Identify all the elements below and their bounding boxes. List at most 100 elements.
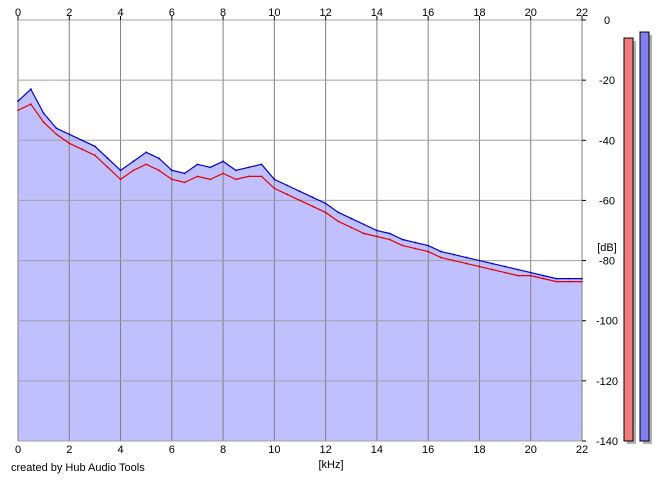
series-point xyxy=(478,265,481,268)
series-point xyxy=(158,157,160,160)
series-point xyxy=(260,175,263,178)
series-point xyxy=(311,196,314,199)
x-tick-label: 14 xyxy=(371,444,383,456)
series-point xyxy=(247,166,250,169)
series-point xyxy=(106,166,109,169)
series-point xyxy=(94,154,96,157)
series-point xyxy=(29,88,32,91)
x-tick-label: 0 xyxy=(15,444,21,456)
x-tick-label: 2 xyxy=(66,7,72,19)
series-point xyxy=(158,169,160,172)
series-point xyxy=(452,253,455,256)
series-point xyxy=(427,250,430,253)
series-point xyxy=(311,205,314,208)
series-point xyxy=(504,265,506,268)
x-tick-label: 18 xyxy=(473,7,485,19)
series-point xyxy=(452,259,455,262)
x-tick-label: 4 xyxy=(117,444,123,456)
series-point xyxy=(68,142,71,145)
series-point xyxy=(119,178,122,181)
series-point xyxy=(555,280,558,283)
x-tick-label: 8 xyxy=(220,444,226,456)
x-tick-label: 14 xyxy=(371,7,383,19)
x-tick-labels: 0 2 4 6 8 10 12 14 16 18 20 22 0 2 4 6 8 10 12 14 16 18 20 22 xyxy=(15,7,588,456)
series-point xyxy=(581,280,583,283)
x-tick-label: 8 xyxy=(220,7,226,19)
series-point xyxy=(170,169,173,172)
series-point xyxy=(260,163,263,166)
x-tick-label: 6 xyxy=(169,7,175,19)
series-point xyxy=(529,271,532,274)
series-point xyxy=(196,163,199,166)
series-point xyxy=(414,247,417,250)
series-point xyxy=(132,160,135,163)
series-point xyxy=(581,277,583,280)
series-point xyxy=(145,163,148,166)
series-point xyxy=(273,187,276,190)
series-point xyxy=(350,217,353,220)
series-point xyxy=(491,268,494,271)
x-tick-label: 20 xyxy=(525,444,537,456)
series-point xyxy=(363,223,365,226)
series-point xyxy=(517,274,519,277)
series-point xyxy=(106,157,109,160)
series-point xyxy=(132,169,135,172)
x-tick-label: 20 xyxy=(525,7,537,19)
series-point xyxy=(29,103,32,106)
series-point xyxy=(401,244,404,247)
series-point xyxy=(324,211,327,214)
grid-lines xyxy=(17,19,583,442)
series-point xyxy=(68,133,71,136)
series-point xyxy=(568,277,571,280)
series-point xyxy=(376,229,378,232)
y-tick-label: -20 xyxy=(599,75,615,87)
x-tick-label: 2 xyxy=(66,444,72,456)
series-point xyxy=(17,100,19,103)
series-point xyxy=(196,175,199,178)
y-axis-label: [dB] xyxy=(597,242,617,254)
series-point xyxy=(222,172,224,175)
series-point xyxy=(401,238,404,241)
x-axis-label: [kHz] xyxy=(318,459,343,471)
series-point xyxy=(427,244,430,247)
series-point xyxy=(350,226,353,229)
series-point xyxy=(235,169,237,172)
x-tick-label: 10 xyxy=(268,7,280,19)
x-tick-label: 12 xyxy=(320,444,332,456)
series-point xyxy=(478,259,481,262)
series-point xyxy=(183,181,186,184)
x-tick-label: 4 xyxy=(117,7,123,19)
x-tick-label: 16 xyxy=(422,444,434,456)
series-point xyxy=(388,232,391,235)
series-point xyxy=(388,238,391,241)
series-point xyxy=(55,133,58,136)
series-point xyxy=(337,211,340,214)
series-point xyxy=(414,241,417,244)
y-tick-label: 0 xyxy=(604,15,610,27)
series-point xyxy=(235,178,237,181)
series-point xyxy=(555,277,558,280)
series-point xyxy=(209,178,212,181)
y-tick-label: -120 xyxy=(596,376,618,388)
series-point xyxy=(465,262,468,265)
series-point xyxy=(440,250,442,253)
series-point xyxy=(568,280,571,283)
series-point xyxy=(222,160,224,163)
y-tick-label: -80 xyxy=(599,256,615,268)
level-meter-bar xyxy=(623,37,634,442)
series-point xyxy=(273,178,276,181)
x-tick-label: 12 xyxy=(320,7,332,19)
series-point xyxy=(440,256,442,259)
series-point xyxy=(145,151,148,154)
series-point xyxy=(542,277,545,280)
y-tick-labels: 0 -20 -40 -60 -80 -100 -120 -140 xyxy=(582,15,618,448)
x-tick-label: 6 xyxy=(169,444,175,456)
series-point xyxy=(299,190,301,193)
x-tick-label: 0 xyxy=(15,7,21,19)
series-point xyxy=(299,199,301,202)
series-point xyxy=(286,184,289,187)
series-layer xyxy=(17,88,583,283)
series-point xyxy=(81,139,83,142)
series-point xyxy=(363,232,365,235)
